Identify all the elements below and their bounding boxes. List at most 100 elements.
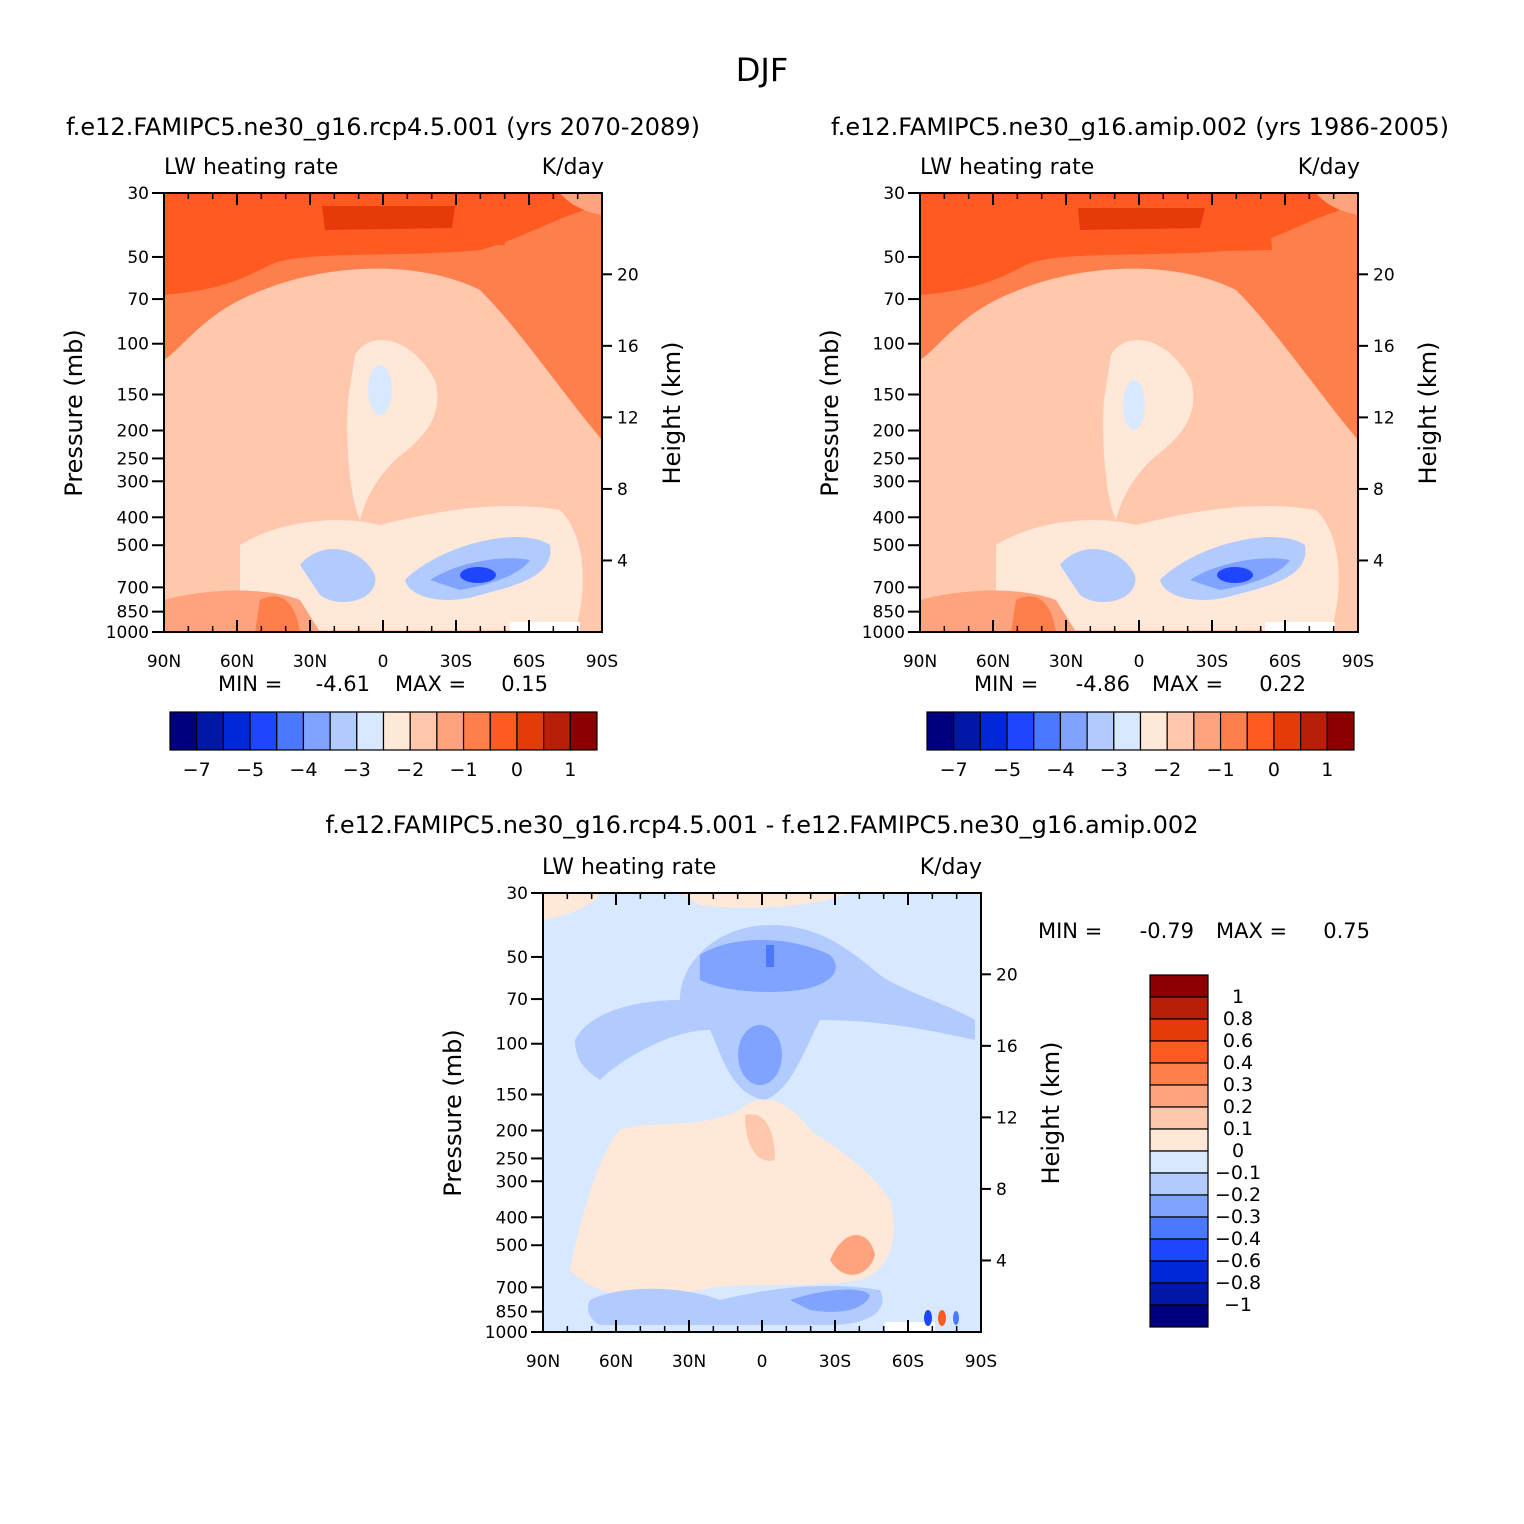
colorbar-swatch — [1149, 1282, 1209, 1306]
colorbar-swatch — [1149, 1304, 1209, 1328]
contour-region-min — [1217, 567, 1253, 583]
y-axis-label: Pressure (mb) — [439, 1029, 467, 1196]
min-label: MIN = — [218, 672, 282, 696]
height-tick-label: 16 — [1373, 337, 1395, 357]
height-tick-label: 12 — [617, 408, 639, 428]
colorbar-label: −4 — [289, 759, 317, 781]
colorbar: −7 −5 −4 −3 −2 −1 0 1 — [926, 711, 1355, 781]
panel-control: f.e12.FAMIPC5.ne30_g16.amip.002 (yrs 198… — [816, 113, 1449, 781]
x-tick-label: 30N — [293, 652, 327, 672]
x-tick-label: 60S — [892, 1352, 924, 1372]
y-tick-label: 400 — [117, 508, 149, 528]
y-tick-label: 1000 — [485, 1323, 528, 1343]
colorbar-swatch — [1149, 1238, 1209, 1262]
colorbar-swatch — [1273, 711, 1302, 751]
contour-region-mid-warm — [570, 1099, 894, 1296]
min-label: MIN = — [974, 672, 1038, 696]
colorbar-swatch — [1300, 711, 1328, 751]
y-tick-label: 200 — [496, 1122, 528, 1142]
x-tick-label: 60S — [513, 652, 545, 672]
colorbar-swatch — [196, 711, 224, 751]
y2-axis-label: Height (km) — [658, 342, 686, 485]
x-axis: 90N 60N 30N 0 30S 60S 90S — [903, 193, 1374, 672]
colorbar-swatch — [1059, 711, 1088, 751]
missing-data — [510, 622, 580, 632]
y-tick-label: 700 — [496, 1278, 528, 1298]
contour-region-surface-blue — [924, 1310, 932, 1326]
units-label: K/day — [542, 155, 604, 180]
contour-region-surface2 — [1011, 596, 1056, 632]
variable-label: LW heating rate — [164, 155, 338, 180]
colorbar-label: 0 — [511, 759, 523, 781]
contour-region-core — [322, 206, 455, 230]
x-axis: 90N 60N 30N 0 30S 60S 90S — [147, 193, 618, 672]
x-tick-label: 90N — [903, 652, 937, 672]
colorbar-swatch — [169, 711, 198, 751]
y-tick-label: 30 — [883, 184, 905, 204]
max-label: MAX = — [1216, 919, 1287, 943]
colorbar-swatch — [1166, 711, 1195, 751]
max-value: 0.75 — [1323, 919, 1370, 943]
x-tick-label: 0 — [1134, 652, 1145, 672]
colorbar-swatch — [1149, 1018, 1209, 1042]
colorbar-swatch — [329, 711, 358, 751]
colorbar-label: 1 — [1321, 759, 1333, 781]
y2-axis-label: Height (km) — [1414, 342, 1442, 485]
colorbar-swatch — [409, 711, 438, 751]
variable-label: LW heating rate — [542, 855, 716, 880]
height-tick-label: 16 — [617, 337, 639, 357]
y-tick-label: 300 — [873, 472, 905, 492]
y-tick-label: 150 — [117, 385, 149, 405]
y2-axis-label: Height (km) — [1037, 1042, 1065, 1185]
panel-title: f.e12.FAMIPC5.ne30_g16.amip.002 (yrs 198… — [831, 113, 1449, 141]
height-tick-label: 20 — [1373, 265, 1395, 285]
x-tick-label: 90N — [147, 652, 181, 672]
colorbar-swatch — [1149, 1260, 1209, 1284]
y-tick-label: 200 — [873, 422, 905, 442]
y-tick-label: 100 — [873, 335, 905, 355]
colorbar-swatch — [1113, 711, 1142, 751]
colorbar-swatch — [1326, 711, 1355, 751]
colorbar: 10.80.60.40.30.20.10−0.1−0.2−0.3−0.4−0.6… — [1149, 974, 1261, 1328]
units-label: K/day — [920, 855, 982, 880]
colorbar-swatch — [1033, 711, 1062, 751]
y-tick-label: 850 — [117, 603, 149, 623]
colorbar-swatch — [1149, 1128, 1209, 1152]
y-tick-label: 100 — [117, 335, 149, 355]
colorbar-label: 0.2 — [1223, 1096, 1253, 1118]
colorbar-label: −0.3 — [1215, 1206, 1261, 1228]
colorbar-swatch — [516, 711, 545, 751]
missing-data — [1265, 622, 1335, 632]
height-tick-label: 8 — [996, 1180, 1007, 1200]
colorbar-label: −5 — [993, 759, 1021, 781]
y-tick-label: 30 — [127, 184, 149, 204]
colorbar-label: −0.2 — [1215, 1184, 1261, 1206]
colorbar-swatch — [1149, 1150, 1209, 1174]
colorbar-swatch — [302, 711, 331, 751]
max-value: 0.22 — [1259, 672, 1306, 696]
max-label: MAX = — [395, 672, 466, 696]
colorbar-label: 0.4 — [1223, 1052, 1253, 1074]
colorbar-label: −3 — [1100, 759, 1128, 781]
colorbar-swatch — [222, 711, 251, 751]
colorbar-swatch — [489, 711, 518, 751]
height-tick-label: 20 — [617, 265, 639, 285]
colorbar-label: −1 — [1207, 759, 1235, 781]
y-axis-label: Pressure (mb) — [816, 329, 844, 496]
colorbar-label: 0 — [1232, 1140, 1244, 1162]
contour-region-low-blue — [300, 537, 551, 603]
contour-field — [543, 893, 981, 1332]
x-tick-label: 90S — [586, 652, 618, 672]
y-tick-label: 850 — [873, 603, 905, 623]
colorbar-swatch — [1219, 711, 1248, 751]
colorbar-swatch — [543, 711, 571, 751]
colorbar-label: −0.8 — [1215, 1272, 1261, 1294]
contour-region-core — [1078, 208, 1205, 230]
contour-region-top-light — [1316, 193, 1358, 215]
contour-field — [164, 193, 602, 632]
colorbar-label: 0.3 — [1223, 1074, 1253, 1096]
contour-region-min — [460, 567, 496, 583]
max-label: MAX = — [1152, 672, 1223, 696]
y-tick-label: 50 — [506, 948, 528, 968]
